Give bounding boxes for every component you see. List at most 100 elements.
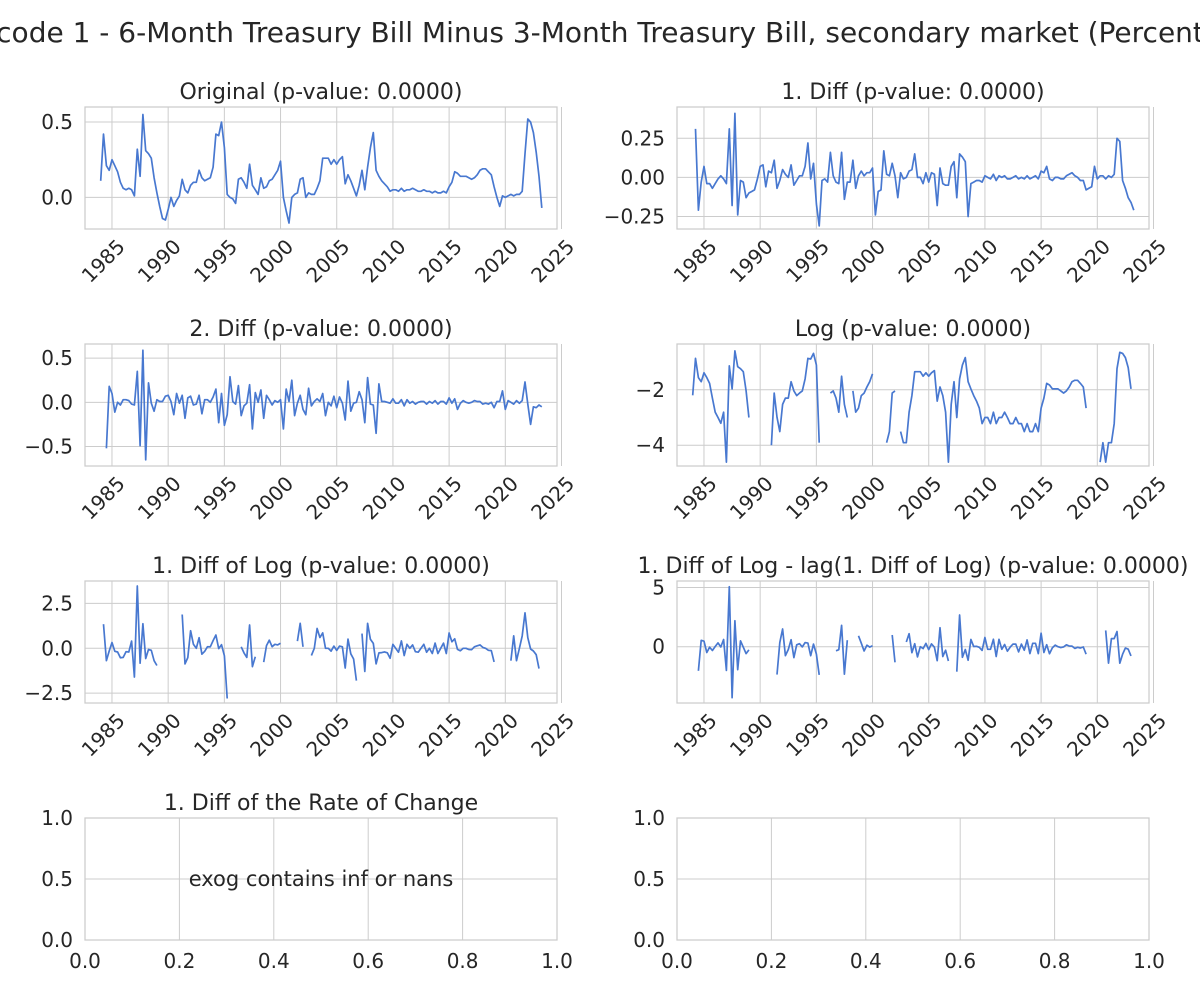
y-tick-label: 0.0 <box>41 390 73 414</box>
x-tick-label: 1985 <box>669 708 722 761</box>
x-tick-label: 1985 <box>669 471 722 524</box>
x-tick-label: 2010 <box>950 234 1003 287</box>
x-tick-label: 2020 <box>1062 471 1115 524</box>
x-tick-label: 2015 <box>414 234 467 287</box>
subplot-title: 1. Diff of Log (p-value: 0.0000) <box>152 554 490 579</box>
series-line <box>691 350 1132 463</box>
x-tick-label: 2025 <box>1118 471 1171 524</box>
x-tick-label: 2020 <box>470 471 523 524</box>
x-tick-label: 2015 <box>414 708 467 761</box>
x-tick-label: 2025 <box>526 708 579 761</box>
x-tick-label: 1990 <box>725 234 778 287</box>
x-tick-label: 2000 <box>245 234 298 287</box>
x-tick-label: 1.0 <box>541 949 573 973</box>
y-tick-label: −0.25 <box>604 204 665 228</box>
x-tick-label: 2010 <box>358 234 411 287</box>
x-tick-label: 2020 <box>470 234 523 287</box>
x-tick-label: 1995 <box>189 708 242 761</box>
subplot-title: Log (p-value: 0.0000) <box>795 317 1031 342</box>
axes-frame <box>676 343 1150 467</box>
subplot-1: Original (p-value: 0.0000) 0.0 0.5 1985 1990… <box>41 80 579 287</box>
x-tick-label: 1995 <box>781 471 834 524</box>
figure-suptitle: tcode 1 - 6-Month Treasury Bill Minus 3-… <box>0 16 1200 49</box>
y-tick-label: 2.5 <box>41 591 73 615</box>
y-tick-label: 0.25 <box>620 126 665 150</box>
x-tick-label: 2015 <box>414 471 467 524</box>
x-tick-label: 2005 <box>893 471 946 524</box>
series-line <box>99 113 543 224</box>
series-line <box>697 585 1132 699</box>
series-line <box>105 349 543 461</box>
subplot-8: 0.0 0.5 1.0 0.0 0.2 0.4 0.6 0.8 1.0 <box>633 806 1165 973</box>
x-tick-label: 0.0 <box>661 949 693 973</box>
y-tick-label: 0.0 <box>41 928 73 952</box>
axes-frame <box>84 343 558 467</box>
y-tick-label: 0.0 <box>41 636 73 660</box>
y-tick-label: 5 <box>652 576 665 600</box>
y-tick-label: 0.0 <box>633 928 665 952</box>
x-tick-label: 1995 <box>189 234 242 287</box>
axes-frame <box>676 817 1150 941</box>
x-tick-label: 1990 <box>725 708 778 761</box>
x-tick-label: 0.6 <box>944 949 976 973</box>
x-tick-label: 2005 <box>301 471 354 524</box>
x-tick-label: 2025 <box>1118 708 1171 761</box>
axes-frame <box>676 580 1150 704</box>
axes-frame <box>84 106 558 230</box>
y-tick-label: −2 <box>636 378 665 402</box>
x-tick-label: 1990 <box>133 471 186 524</box>
x-tick-label: 1985 <box>77 234 130 287</box>
subplot-2: 1. Diff (p-value: 0.0000) −0.25 0.00 0.25 19… <box>604 80 1171 287</box>
subplot-7: 1. Diff of the Rate of Change exog contai… <box>41 791 573 973</box>
subplot-title: Original (p-value: 0.0000) <box>179 80 462 105</box>
x-tick-label: 2000 <box>245 471 298 524</box>
x-tick-label: 2005 <box>893 234 946 287</box>
error-annotation: exog contains inf or nans <box>189 867 454 891</box>
y-tick-label: 0 <box>652 635 665 659</box>
x-tick-label: 1985 <box>77 471 130 524</box>
x-tick-label: 1985 <box>669 234 722 287</box>
x-tick-label: 2025 <box>526 234 579 287</box>
y-tick-label: 0.5 <box>633 867 665 891</box>
x-tick-label: 1995 <box>781 708 834 761</box>
x-tick-label: 0.8 <box>447 949 479 973</box>
x-tick-label: 1990 <box>133 234 186 287</box>
x-tick-label: 2015 <box>1006 708 1059 761</box>
series-line <box>694 112 1135 227</box>
x-tick-label: 0.2 <box>163 949 195 973</box>
x-tick-label: 1.0 <box>1133 949 1165 973</box>
x-tick-label: 0.0 <box>69 949 101 973</box>
x-tick-label: 2000 <box>837 708 890 761</box>
y-tick-label: −4 <box>636 433 665 457</box>
subplot-5: 1. Diff of Log (p-value: 0.0000) −2.5 0.0 2… <box>24 554 579 761</box>
x-tick-label: 2010 <box>950 471 1003 524</box>
x-tick-label: 2005 <box>301 234 354 287</box>
y-tick-label: 0.0 <box>41 185 73 209</box>
subplot-title: 1. Diff (p-value: 0.0000) <box>781 80 1044 105</box>
axes-frame <box>84 580 558 704</box>
y-tick-label: −2.5 <box>24 681 73 705</box>
x-tick-label: 0.4 <box>850 949 882 973</box>
x-tick-label: 0.8 <box>1039 949 1071 973</box>
x-tick-label: 2005 <box>301 708 354 761</box>
x-tick-label: 1985 <box>77 708 130 761</box>
axes-frame <box>84 817 558 941</box>
x-tick-label: 2005 <box>893 708 946 761</box>
y-tick-label: 0.00 <box>620 165 665 189</box>
y-tick-label: −0.5 <box>24 435 73 459</box>
x-tick-label: 1995 <box>781 234 834 287</box>
y-tick-label: 0.5 <box>41 110 73 134</box>
x-tick-label: 2015 <box>1006 471 1059 524</box>
x-tick-label: 2020 <box>1062 234 1115 287</box>
x-tick-label: 1995 <box>189 471 242 524</box>
x-tick-label: 1990 <box>133 708 186 761</box>
y-tick-label: 1.0 <box>41 806 73 830</box>
x-tick-label: 2020 <box>470 708 523 761</box>
x-tick-label: 2015 <box>1006 234 1059 287</box>
y-tick-label: 0.5 <box>41 867 73 891</box>
x-tick-label: 2010 <box>950 708 1003 761</box>
